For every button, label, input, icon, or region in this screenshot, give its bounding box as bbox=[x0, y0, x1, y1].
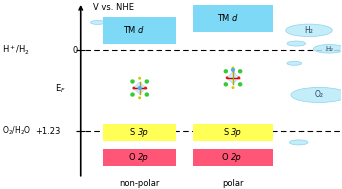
Text: polar: polar bbox=[222, 179, 244, 188]
Ellipse shape bbox=[132, 87, 135, 89]
Text: H₂: H₂ bbox=[325, 46, 333, 52]
Ellipse shape bbox=[138, 96, 141, 99]
Ellipse shape bbox=[144, 87, 147, 89]
Ellipse shape bbox=[224, 82, 228, 87]
Text: S: S bbox=[130, 128, 138, 137]
Text: O₂: O₂ bbox=[315, 91, 324, 99]
Text: H$^+$/H$_2$: H$^+$/H$_2$ bbox=[2, 43, 30, 57]
Text: E$_F$: E$_F$ bbox=[55, 82, 66, 95]
Ellipse shape bbox=[287, 41, 306, 46]
Polygon shape bbox=[227, 72, 239, 84]
Polygon shape bbox=[133, 82, 146, 94]
Ellipse shape bbox=[237, 76, 240, 79]
Bar bbox=[103, 17, 176, 43]
Ellipse shape bbox=[291, 87, 342, 102]
Ellipse shape bbox=[145, 79, 149, 84]
Text: d: d bbox=[138, 26, 143, 35]
Bar bbox=[103, 124, 176, 141]
Text: 0: 0 bbox=[72, 46, 77, 55]
Ellipse shape bbox=[226, 76, 228, 79]
Text: 2p: 2p bbox=[232, 153, 242, 162]
Ellipse shape bbox=[138, 77, 141, 80]
Ellipse shape bbox=[232, 86, 235, 89]
Ellipse shape bbox=[286, 24, 332, 37]
Text: d: d bbox=[232, 14, 237, 23]
Ellipse shape bbox=[238, 82, 242, 87]
Ellipse shape bbox=[130, 92, 135, 97]
Text: S: S bbox=[224, 128, 232, 137]
Text: 3p: 3p bbox=[232, 128, 242, 137]
Bar bbox=[193, 5, 273, 32]
Text: 3p: 3p bbox=[138, 128, 148, 137]
Ellipse shape bbox=[90, 20, 105, 24]
Text: 2p: 2p bbox=[138, 153, 148, 162]
Text: O$_2$/H$_2$O: O$_2$/H$_2$O bbox=[2, 125, 31, 137]
Ellipse shape bbox=[232, 67, 235, 70]
Bar bbox=[193, 124, 273, 141]
Text: TM: TM bbox=[216, 14, 232, 23]
Ellipse shape bbox=[224, 69, 228, 74]
Ellipse shape bbox=[289, 140, 308, 145]
Ellipse shape bbox=[137, 86, 142, 90]
Text: non-polar: non-polar bbox=[119, 179, 160, 188]
Bar bbox=[103, 149, 176, 167]
Ellipse shape bbox=[238, 69, 242, 74]
Text: H₂: H₂ bbox=[304, 26, 313, 35]
Ellipse shape bbox=[231, 68, 235, 72]
Text: V vs. NHE: V vs. NHE bbox=[93, 3, 134, 12]
Text: TM: TM bbox=[123, 26, 138, 35]
Text: +1.23: +1.23 bbox=[35, 127, 60, 136]
Text: O: O bbox=[129, 153, 138, 162]
Ellipse shape bbox=[314, 45, 342, 53]
Ellipse shape bbox=[287, 61, 302, 65]
Ellipse shape bbox=[145, 92, 149, 97]
Text: O: O bbox=[222, 153, 232, 162]
Ellipse shape bbox=[130, 79, 135, 84]
Bar bbox=[193, 149, 273, 167]
